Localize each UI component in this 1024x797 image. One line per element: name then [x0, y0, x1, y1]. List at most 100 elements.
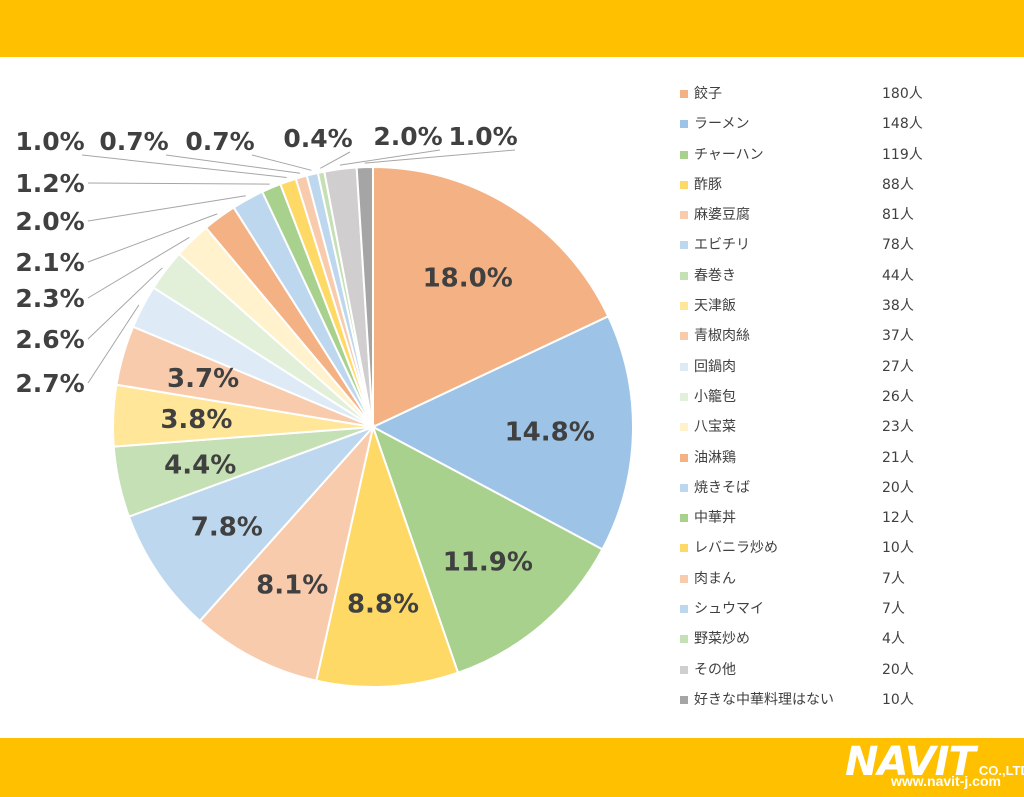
legend-item-7: 春巻き 44人	[678, 265, 978, 295]
legend-swatch	[680, 423, 688, 432]
pie-chart: 18.0% 14.8% 11.9% 8.8% 8.1% 7.8% 4.4% 3.8% 3.7% 2…	[15, 122, 634, 688]
legend-count: 38人	[882, 298, 914, 315]
legend-count: 21人	[882, 449, 914, 466]
legend-item-4: 酢豚 88人	[678, 174, 978, 204]
legend-label: シュウマイ	[694, 601, 764, 618]
legend-count: 78人	[882, 237, 914, 254]
legend-swatch	[680, 180, 688, 189]
pie-slice-5	[198, 423, 375, 682]
legend-label: 青椒肉絲	[694, 328, 750, 345]
legend-item-15: 中華丼 12人	[678, 507, 978, 537]
legend-swatch	[680, 150, 688, 159]
percent-labels: 18.0% 14.8% 11.9% 8.8% 8.1% 7.8% 4.4% 3.8% 3.7% 2…	[15, 122, 594, 620]
legend-count: 4人	[882, 631, 905, 648]
legend-count: 26人	[882, 388, 914, 405]
legend-label: その他	[694, 661, 736, 678]
legend-item-19: 野菜炒め 4人	[678, 628, 978, 658]
legend-item-11: 小籠包 26人	[678, 386, 978, 416]
slice-label-19: 0.4%	[283, 124, 352, 153]
legend-label: 餃子	[694, 86, 722, 102]
legend-count: 27人	[882, 358, 914, 375]
legend-count: 180人	[882, 86, 923, 102]
legend-label: 中華丼	[694, 510, 736, 527]
slice-label-3: 11.9%	[443, 547, 533, 577]
legend-swatch	[680, 605, 688, 614]
legend-label: チャーハン	[694, 146, 764, 163]
legend-item-20: その他 20人	[678, 659, 978, 689]
legend-swatch	[680, 120, 688, 129]
legend-item-21: 好きな中華料理はない 10人	[678, 689, 978, 719]
slice-label-6: 7.8%	[191, 512, 263, 542]
legend-swatch	[680, 90, 688, 98]
leader-line-11	[87, 267, 163, 340]
legend-label: 好きな中華料理はない	[694, 691, 834, 708]
legend-item-1: 餃子 180人	[678, 83, 978, 113]
legend-label: 麻婆豆腐	[694, 207, 750, 224]
leader-line-17	[165, 154, 301, 174]
legend-label: レバニラ炒め	[694, 540, 778, 557]
legend-item-3: チャーハン 119人	[678, 144, 978, 174]
legend-label: 油淋鶏	[694, 449, 736, 466]
legend-swatch	[680, 392, 688, 401]
legend-label: 八宝菜	[694, 419, 736, 436]
legend-count: 10人	[882, 540, 914, 557]
legend-item-12: 八宝菜 23人	[678, 416, 978, 446]
slice-label-21: 1.0%	[448, 122, 517, 151]
leader-line-12	[87, 236, 190, 299]
leader-line-16	[81, 154, 287, 178]
slice-label-13: 2.1%	[15, 248, 84, 277]
leader-line-20	[339, 149, 441, 166]
legend-label: エビチリ	[694, 237, 750, 254]
slice-label-5: 8.1%	[256, 570, 328, 600]
pie-slice-21	[355, 165, 374, 428]
legend-swatch	[680, 483, 688, 492]
pie-slice-6	[127, 426, 374, 623]
legend-swatch	[680, 635, 688, 644]
legend-label: 肉まん	[694, 570, 736, 587]
legend-count: 81人	[882, 207, 914, 224]
leader-line-14	[87, 195, 246, 222]
legend-item-18: シュウマイ 7人	[678, 598, 978, 628]
slice-label-1: 18.0%	[423, 264, 513, 294]
legend-item-16: レバニラ炒め 10人	[678, 537, 978, 567]
pie-slices	[112, 165, 634, 688]
slice-label-9: 3.7%	[167, 364, 239, 394]
legend-count: 148人	[882, 116, 923, 133]
leader-line-18	[251, 154, 312, 171]
legend-count: 44人	[882, 267, 914, 284]
legend-item-2: ラーメン 148人	[678, 113, 978, 143]
leader-line-19	[320, 151, 351, 169]
legend-count: 20人	[882, 479, 914, 496]
slice-label-10: 2.7%	[15, 369, 84, 398]
legend-item-17: 肉まん 7人	[678, 568, 978, 598]
legend-count: 37人	[882, 328, 914, 345]
legend-swatch	[680, 332, 688, 341]
logo-url: www.navit-j.com	[891, 773, 1001, 789]
leader-line-21	[364, 149, 516, 164]
legend-item-9: 青椒肉絲 37人	[678, 325, 978, 355]
legend-label: 小籠包	[694, 388, 736, 405]
legend-count: 7人	[882, 601, 905, 618]
slice-label-18: 0.7%	[185, 127, 254, 156]
legend-count: 7人	[882, 570, 905, 587]
leader-lines	[81, 149, 516, 384]
leader-line-13	[87, 213, 218, 263]
legend-count: 12人	[882, 510, 914, 527]
slice-label-7: 4.4%	[164, 451, 236, 481]
legend-count: 88人	[882, 176, 914, 193]
legend-swatch	[680, 453, 688, 462]
legend-swatch	[680, 302, 688, 311]
pie-slice-2	[370, 314, 634, 551]
legend-item-13: 油淋鶏 21人	[678, 447, 978, 477]
bottom-banner	[0, 738, 1024, 797]
legend-label: 酢豚	[694, 176, 722, 193]
top-banner	[0, 0, 1024, 57]
slice-label-12: 2.3%	[15, 284, 84, 313]
pie-slice-1	[372, 165, 610, 429]
legend-swatch	[680, 271, 688, 280]
legend-item-14: 焼きそば 20人	[678, 477, 978, 507]
slice-label-4: 8.8%	[347, 590, 419, 620]
slice-label-2: 14.8%	[505, 417, 595, 447]
legend-swatch	[680, 695, 688, 704]
legend-item-8: 天津飯 38人	[678, 295, 978, 325]
